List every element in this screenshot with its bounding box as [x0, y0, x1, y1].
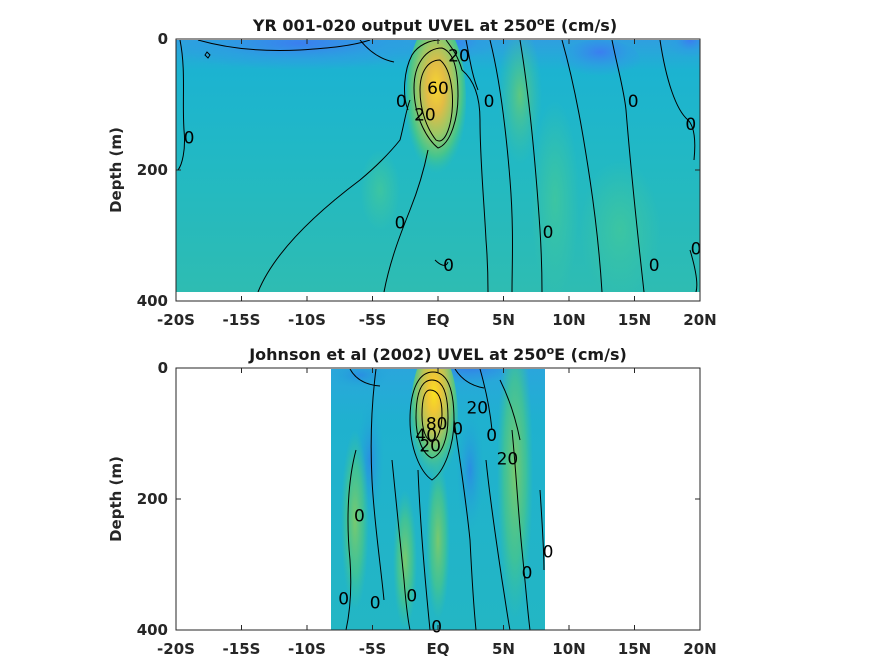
contour-label: 0 [338, 590, 349, 610]
x-tick-label: EQ [427, 311, 450, 329]
x-tick-label: 10N [552, 640, 585, 656]
x-tick-label: 10N [552, 311, 585, 329]
x-tick-label: -10S [288, 311, 326, 329]
heatmap-field [331, 369, 545, 630]
contour-labels: 0 20 60 0 20 0 0 0 0 0 0 0 0 [184, 46, 702, 276]
x-tick-label: 5N [492, 311, 515, 329]
panel-johnson-observations: Johnson et al (2002) UVEL at 250oE (cm/s… [107, 344, 717, 656]
contour-label: 60 [427, 79, 449, 99]
x-tick-label: -20S [157, 311, 195, 329]
contour-label: 0 [685, 115, 696, 135]
contour-label: 0 [543, 223, 554, 243]
heatmap-field [176, 40, 700, 292]
contour-label: 0 [184, 128, 195, 148]
contour-label: 0 [406, 586, 417, 606]
contour-label: 0 [628, 92, 639, 112]
contour-label: 0 [486, 426, 497, 446]
y-tick-label: 200 [137, 490, 168, 508]
contour-label: 20 [419, 436, 441, 456]
y-tick-label: 400 [137, 621, 168, 639]
y-axis-label: Depth (m) [107, 127, 125, 213]
contour-label: 0 [396, 92, 407, 112]
y-tick-label: 0 [158, 30, 168, 48]
contour-label: 0 [543, 542, 554, 562]
contour-label: 80 [426, 415, 448, 435]
contour-label: 0 [443, 256, 454, 276]
x-tick-label: -5S [359, 640, 386, 656]
contour-lines [177, 40, 698, 292]
contour-label: 0 [522, 563, 533, 583]
x-tick-label: -15S [223, 640, 261, 656]
x-tick-label: -15S [223, 311, 261, 329]
chart-title: YR 001-020 output UVEL at 250oE (cm/s) [252, 15, 617, 35]
panel-model-output: YR 001-020 output UVEL at 250oE (cm/s) [107, 15, 717, 329]
x-tick-label: EQ [427, 640, 450, 656]
y-tick-label: 400 [137, 292, 168, 310]
y-tick-label: 0 [158, 359, 168, 377]
x-tick-label: -5S [359, 311, 386, 329]
contour-label: 0 [452, 419, 463, 439]
x-tick-label: 15N [618, 640, 651, 656]
contour-label: 0 [484, 92, 495, 112]
x-tick-label: 20N [683, 640, 716, 656]
contour-label: 20 [448, 46, 470, 66]
x-tick-label: 5N [492, 640, 515, 656]
x-tick-label: -10S [288, 640, 326, 656]
contour-label: 0 [691, 240, 702, 260]
y-tick-label: 200 [137, 161, 168, 179]
y-axis-label: Depth (m) [107, 456, 125, 542]
contour-label: 40 [415, 426, 437, 446]
contour-lines [345, 369, 545, 630]
x-tick-label: -20S [157, 640, 195, 656]
contour-label: 0 [431, 618, 442, 638]
contour-label: 0 [649, 256, 660, 276]
x-tick-label: 15N [618, 311, 651, 329]
contour-label: 20 [466, 398, 488, 418]
contour-label: 0 [354, 506, 365, 526]
contour-label: 20 [414, 105, 436, 125]
contour-label: 0 [395, 213, 406, 233]
x-tick-label: 20N [683, 311, 716, 329]
contour-label: 20 [497, 449, 519, 469]
contour-label: 0 [370, 593, 381, 613]
chart-title: Johnson et al (2002) UVEL at 250oE (cm/s… [248, 344, 627, 364]
